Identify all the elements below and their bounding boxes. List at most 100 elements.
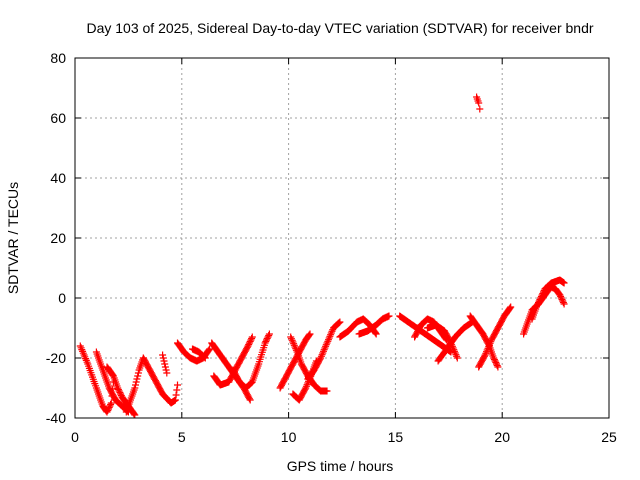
x-tick-label: 15 bbox=[388, 429, 404, 445]
x-tick-label: 10 bbox=[281, 429, 297, 445]
satellite-arc bbox=[139, 354, 181, 407]
data-point bbox=[247, 336, 255, 344]
data-point bbox=[173, 386, 181, 394]
data-point bbox=[132, 378, 140, 386]
plot-frame bbox=[74, 57, 610, 419]
data-point bbox=[107, 399, 115, 407]
data-point bbox=[265, 330, 273, 338]
data-point bbox=[320, 347, 327, 355]
data-point bbox=[161, 363, 169, 371]
data-point bbox=[115, 387, 123, 395]
data-point bbox=[131, 384, 139, 392]
data-point bbox=[485, 341, 493, 349]
satellite-arc bbox=[189, 345, 209, 362]
satellite-arc bbox=[210, 333, 256, 389]
data-point bbox=[301, 385, 309, 393]
data-point bbox=[326, 332, 334, 340]
data-point bbox=[159, 354, 167, 362]
data-point bbox=[261, 339, 269, 347]
data-point bbox=[106, 402, 114, 410]
y-tick-label: -40 bbox=[46, 410, 66, 426]
data-point bbox=[323, 387, 331, 395]
data-point bbox=[325, 336, 332, 344]
data-point bbox=[133, 375, 141, 383]
data-point bbox=[288, 336, 296, 344]
data-point bbox=[245, 339, 253, 347]
satellite-arc bbox=[159, 351, 171, 377]
data-point bbox=[537, 294, 545, 302]
data-point bbox=[319, 349, 327, 357]
data-point bbox=[306, 330, 314, 338]
data-point bbox=[130, 410, 138, 418]
data-point bbox=[263, 335, 271, 342]
data-point bbox=[480, 352, 488, 360]
data-point bbox=[490, 356, 498, 363]
data-point bbox=[104, 407, 112, 414]
data-point bbox=[451, 349, 459, 357]
data-point bbox=[264, 333, 272, 341]
data-point bbox=[317, 354, 325, 362]
data-point bbox=[105, 405, 112, 413]
data-point bbox=[492, 359, 500, 366]
data-point bbox=[560, 300, 568, 308]
data-point bbox=[327, 329, 335, 337]
data-point bbox=[162, 366, 170, 374]
data-point bbox=[487, 338, 495, 346]
data-point bbox=[483, 346, 491, 354]
tick-labels: 0 5 10 15 20 25 -40 -20 0 20 40 60 80 bbox=[46, 50, 617, 445]
data-point bbox=[557, 293, 565, 300]
data-point bbox=[262, 338, 270, 345]
data-point bbox=[323, 339, 331, 347]
data-point bbox=[336, 318, 344, 326]
y-tick-label: 80 bbox=[50, 50, 66, 66]
data-point bbox=[483, 348, 490, 356]
data-point bbox=[246, 338, 254, 345]
data-point bbox=[290, 341, 298, 349]
y-tick-label: 40 bbox=[50, 170, 66, 186]
data-point bbox=[493, 362, 501, 369]
y-axis-label: SDTVAR / TECUs bbox=[5, 182, 21, 294]
data-point bbox=[172, 391, 180, 399]
data-point bbox=[244, 342, 252, 350]
data-point bbox=[540, 288, 547, 296]
data-point bbox=[535, 297, 543, 305]
data-point bbox=[450, 346, 458, 354]
data-point bbox=[132, 381, 139, 389]
x-tick-label: 20 bbox=[494, 429, 510, 445]
data-point bbox=[452, 351, 460, 359]
data-point bbox=[557, 294, 565, 302]
data-point bbox=[303, 381, 311, 389]
data-point bbox=[302, 382, 310, 390]
data-point bbox=[163, 369, 171, 377]
data-point bbox=[485, 343, 493, 351]
satellite-arc bbox=[122, 354, 147, 416]
satellite-arc bbox=[475, 303, 515, 371]
data-point bbox=[325, 334, 333, 342]
chart-title: Day 103 of 2025, Sidereal Day-to-day VTE… bbox=[86, 20, 593, 36]
data-point bbox=[506, 304, 514, 312]
data-point bbox=[287, 333, 295, 341]
data-point bbox=[324, 337, 332, 345]
data-point bbox=[107, 401, 115, 408]
data-point bbox=[385, 312, 393, 320]
data-point bbox=[482, 349, 490, 357]
data-point bbox=[316, 355, 324, 363]
data-point bbox=[537, 293, 545, 300]
data-point bbox=[317, 352, 325, 360]
satellite-arc bbox=[466, 312, 502, 371]
data-point bbox=[248, 333, 256, 341]
data-point bbox=[451, 347, 458, 355]
x-tick-label: 5 bbox=[178, 429, 186, 445]
data-point bbox=[321, 344, 329, 352]
data-point bbox=[134, 372, 142, 380]
data-point bbox=[245, 341, 253, 348]
data-point bbox=[481, 351, 489, 359]
data-point bbox=[246, 396, 254, 404]
data-point bbox=[322, 342, 330, 350]
satellite-arc bbox=[423, 321, 461, 362]
data-point bbox=[476, 105, 484, 113]
data-point bbox=[289, 338, 297, 346]
satellite-arc bbox=[229, 330, 273, 392]
data-point bbox=[305, 331, 313, 339]
data-point bbox=[302, 384, 310, 392]
